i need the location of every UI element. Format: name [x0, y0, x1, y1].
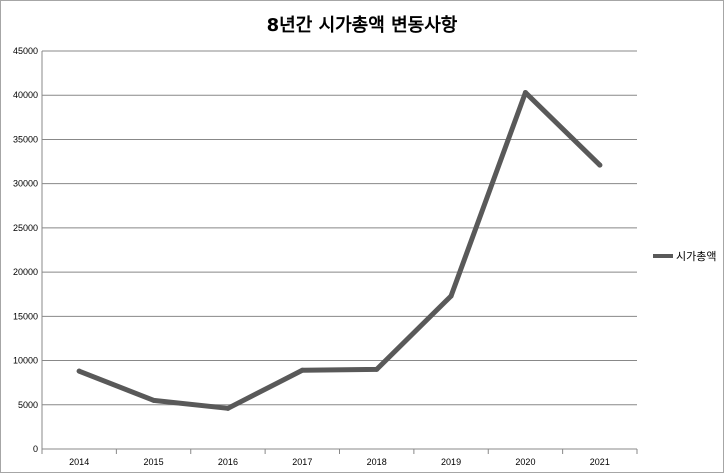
- data-point: [299, 367, 305, 373]
- x-tick-label: 2015: [144, 457, 164, 467]
- x-tick-label: 2019: [441, 457, 461, 467]
- y-tick-label: 45000: [13, 46, 38, 56]
- y-tick-label: 35000: [13, 134, 38, 144]
- x-tick-label: 2021: [590, 457, 610, 467]
- y-tick-label: 30000: [13, 179, 38, 189]
- x-tick-label: 2020: [515, 457, 535, 467]
- x-tick-label: 2018: [367, 457, 387, 467]
- legend-swatch: [653, 254, 673, 258]
- data-point: [597, 162, 603, 168]
- chart-title: 8년간 시가총액 변동사항: [266, 15, 458, 36]
- legend: 시가총액: [653, 248, 716, 264]
- x-tick-label: 2017: [292, 457, 312, 467]
- y-tick-label: 0: [33, 444, 38, 454]
- y-tick-label: 40000: [13, 90, 38, 100]
- y-tick-label: 15000: [13, 311, 38, 321]
- legend-label: 시가총액: [676, 250, 717, 263]
- x-tick-label: 2014: [69, 457, 89, 467]
- y-tick-label: 10000: [13, 356, 38, 366]
- y-tick-label: 25000: [13, 223, 38, 233]
- data-point: [522, 90, 528, 96]
- x-tick-label: 2016: [218, 457, 238, 467]
- data-point: [76, 368, 82, 374]
- series-line: [76, 90, 603, 411]
- y-tick-label: 5000: [18, 400, 38, 410]
- data-point: [151, 397, 157, 403]
- data-point: [448, 293, 454, 299]
- data-point: [225, 405, 231, 411]
- y-tick-label: 20000: [13, 267, 38, 277]
- data-point: [374, 366, 380, 372]
